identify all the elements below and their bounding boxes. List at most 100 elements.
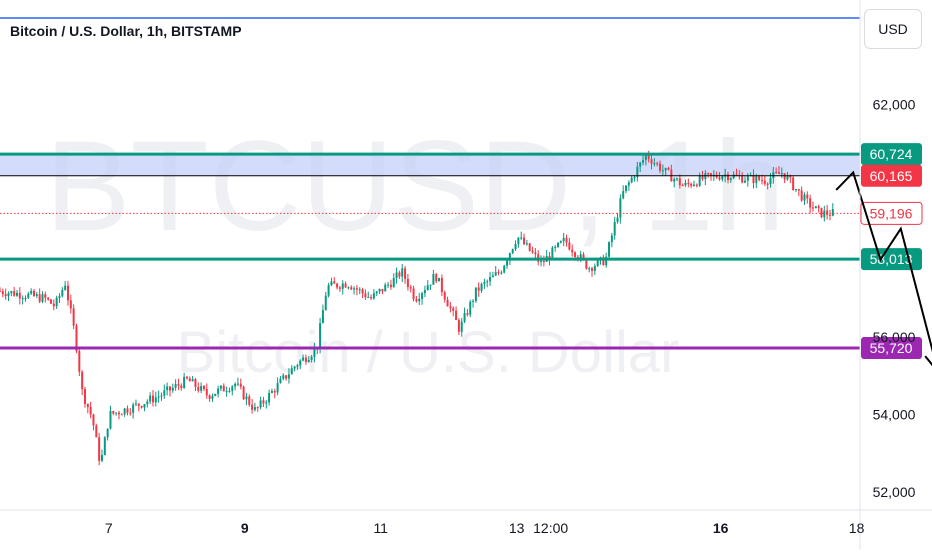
candle — [806, 191, 809, 204]
candle-body — [514, 244, 517, 249]
candle-body — [384, 284, 387, 292]
candle — [636, 161, 639, 182]
candle — [591, 266, 594, 277]
candle — [684, 179, 687, 187]
candle — [347, 286, 350, 290]
candle — [109, 405, 112, 430]
candle — [338, 285, 341, 292]
candle-body — [35, 294, 38, 296]
candle-body — [18, 292, 21, 299]
candle-body — [211, 395, 214, 399]
candle-body — [636, 166, 639, 178]
candle-body — [355, 288, 358, 290]
candle — [642, 155, 645, 166]
x-tick-label: 7 — [105, 520, 113, 536]
candle — [299, 359, 302, 370]
candle — [653, 158, 656, 167]
candle-body — [690, 183, 693, 186]
candle-body — [642, 160, 645, 163]
resistance-zone-bottom-label-text: 60,165 — [870, 168, 913, 184]
candle — [307, 356, 310, 363]
candle-body — [395, 272, 398, 278]
watermark-name: Bitcoin / U.S. Dollar — [177, 320, 680, 385]
last-price-label-text: 59,196 — [870, 205, 913, 221]
candle-body — [319, 323, 322, 349]
price-levels[interactable]: 60,724 60,165 59,196 58,013 55,720 — [0, 143, 923, 360]
candle-body — [701, 175, 704, 180]
candle-body — [27, 293, 30, 298]
candle — [831, 203, 834, 217]
candle — [622, 185, 625, 200]
candle — [134, 399, 137, 407]
candle — [426, 280, 429, 291]
candle-body — [752, 175, 755, 184]
y-tick-label: 54,000 — [873, 407, 916, 423]
candle — [673, 177, 676, 188]
candle-body — [531, 250, 534, 253]
candle — [593, 263, 596, 275]
candle — [228, 387, 231, 393]
candle-body — [630, 177, 633, 183]
projection-arrow[interactable] — [835, 170, 932, 372]
candle — [797, 188, 800, 197]
candle — [183, 372, 186, 389]
currency-button[interactable]: USD — [864, 9, 922, 49]
x-tick-label: 11 — [373, 520, 388, 536]
candle — [35, 292, 38, 299]
candle — [644, 154, 647, 166]
candle — [287, 368, 290, 384]
y-tick-label: 62,000 — [873, 97, 916, 113]
candle — [123, 407, 126, 417]
candle-body — [401, 268, 404, 277]
candle — [92, 413, 95, 431]
candle — [44, 291, 47, 303]
resistance-zone[interactable] — [0, 154, 860, 176]
candle — [41, 291, 44, 304]
candle-body — [24, 297, 27, 299]
candle-body — [523, 237, 526, 245]
candle-body — [387, 284, 390, 286]
candle-body — [693, 184, 696, 186]
candle-body — [64, 285, 67, 290]
candle — [412, 285, 415, 302]
candle-body — [225, 391, 228, 393]
candle — [718, 172, 721, 181]
candle-body — [687, 182, 690, 184]
candle — [440, 274, 443, 296]
candle-body — [10, 291, 13, 294]
candle-body — [350, 287, 353, 290]
candle-body — [378, 288, 381, 292]
candle-body — [202, 386, 205, 390]
candle-body — [58, 295, 61, 298]
candle — [559, 240, 562, 244]
candle-body — [100, 455, 103, 461]
candle — [27, 291, 30, 299]
candle — [375, 290, 378, 297]
candle-body — [772, 172, 775, 179]
watermark: BTCUSD, 1h Bitcoin / U.S. Dollar — [45, 115, 785, 385]
candle-body — [591, 268, 594, 271]
candle — [486, 279, 489, 288]
candle-body — [710, 173, 713, 176]
candle — [290, 365, 293, 375]
candle-body — [440, 277, 443, 293]
candle-body — [304, 357, 307, 363]
candle — [409, 284, 412, 293]
candle-body — [55, 297, 58, 307]
candle-body — [656, 163, 659, 165]
candle-body — [234, 383, 237, 387]
y-tick-label: 56,000 — [873, 329, 916, 345]
candle-body — [721, 176, 724, 180]
candle-body — [273, 391, 276, 393]
candle-body — [500, 272, 503, 274]
candle-body — [466, 313, 469, 315]
candle-body — [89, 407, 92, 415]
candle — [823, 205, 826, 222]
candle-body — [735, 174, 738, 176]
candle — [100, 449, 103, 463]
candle — [469, 299, 472, 318]
candle — [687, 178, 690, 188]
candle — [0, 287, 1, 292]
